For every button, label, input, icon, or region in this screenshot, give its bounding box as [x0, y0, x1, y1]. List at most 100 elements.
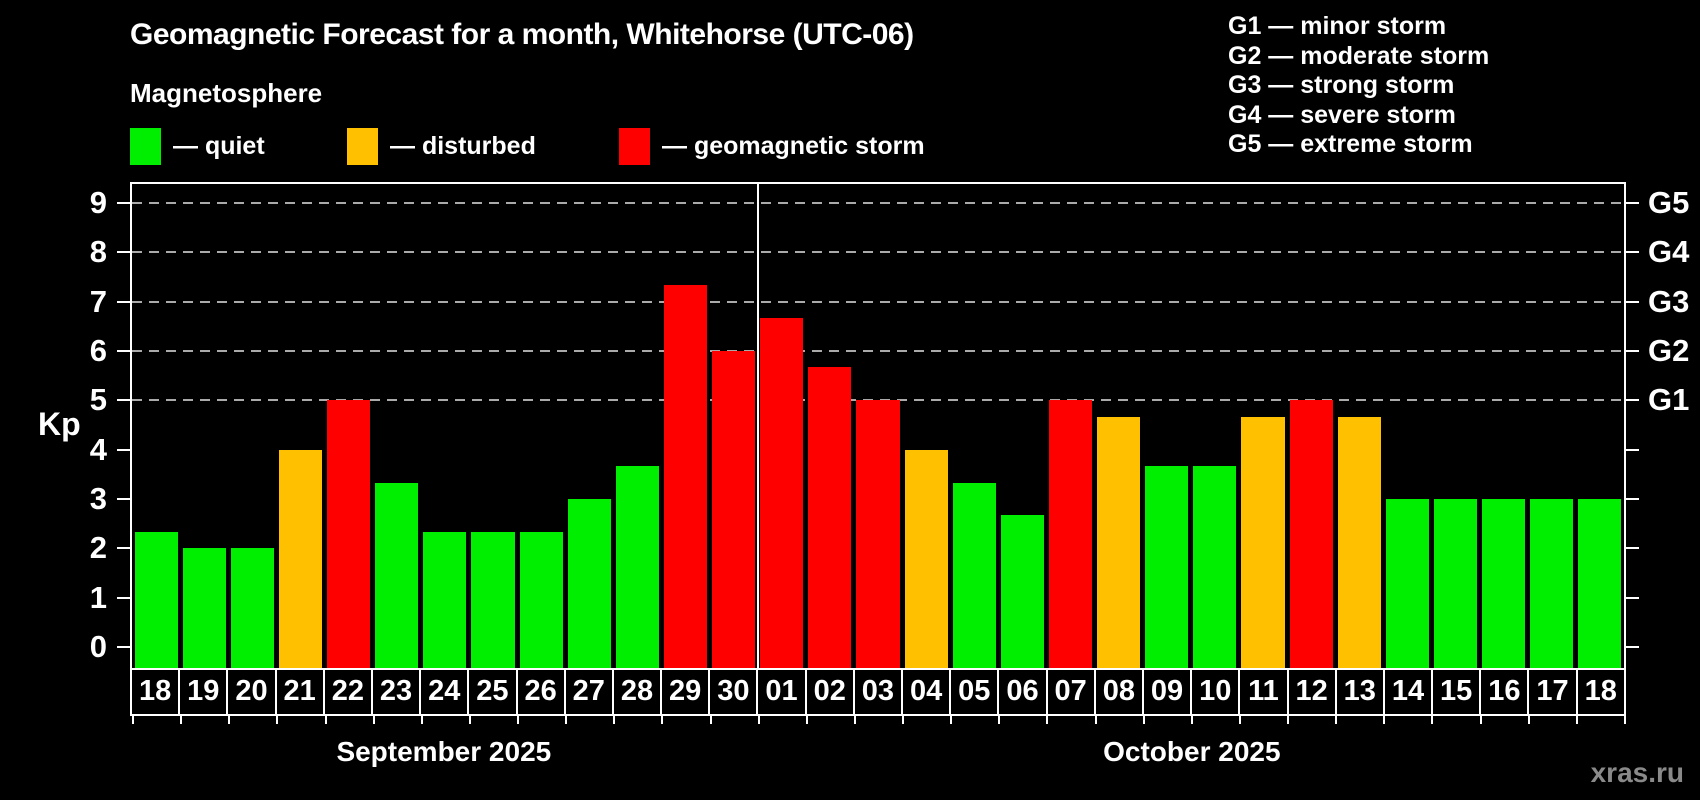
date-boundary-tick	[1431, 716, 1434, 724]
date-cell-oct-10: 10	[1190, 670, 1238, 714]
y-axis-tick-left	[117, 399, 130, 402]
date-cell-oct-04: 04	[901, 670, 949, 714]
y-axis-tick-left	[117, 596, 130, 599]
y-axis-tick-right	[1626, 547, 1639, 550]
date-cell-oct-01: 01	[756, 670, 804, 714]
y-axis-tick-left	[117, 300, 130, 303]
gridline-kp9	[132, 201, 1624, 204]
kp-bar-07	[1048, 400, 1093, 668]
date-cell-oct-06: 06	[997, 670, 1045, 714]
date-boundary-tick	[565, 716, 568, 724]
kp-bar-19	[182, 548, 226, 668]
legend-item-quiet: — quiet	[130, 126, 265, 166]
month-divider-line	[756, 184, 759, 668]
date-boundary-tick	[1142, 716, 1145, 724]
date-cell-oct-08: 08	[1093, 670, 1142, 714]
y-axis-title: Kp	[38, 406, 81, 442]
gridline-kp6	[132, 349, 1624, 352]
kp-bar-18	[1578, 498, 1622, 668]
legend-item-disturbed: — disturbed	[347, 126, 536, 166]
date-cell-sep-24: 24	[419, 670, 467, 714]
date-cell-oct-11: 11	[1238, 670, 1286, 714]
kp-bar-20	[230, 548, 274, 668]
date-cell-oct-16: 16	[1479, 670, 1527, 714]
kp-bar-24	[423, 532, 467, 668]
date-cell-oct-05: 05	[949, 670, 997, 714]
y-axis-tick-left	[117, 349, 130, 352]
kp-bar-16	[1482, 498, 1526, 668]
right-axis-label-g3: G3	[1648, 283, 1690, 319]
date-cell-oct-07: 07	[1045, 670, 1094, 714]
y-axis-label-6: 6	[89, 332, 107, 368]
date-boundary-tick	[324, 716, 327, 724]
kp-bar-10	[1193, 465, 1237, 668]
date-boundary-tick	[1575, 716, 1578, 724]
kp-bar-12	[1289, 400, 1333, 668]
month-label-september: September 2025	[336, 736, 552, 767]
kp-bar-13	[1337, 416, 1381, 668]
date-cell-oct-13: 13	[1334, 670, 1383, 714]
date-boundary-tick	[180, 716, 183, 724]
date-boundary-tick	[902, 716, 905, 724]
date-boundary-tick	[468, 716, 471, 724]
legend-item-storm: — geomagnetic storm	[619, 126, 925, 166]
kp-bar-09	[1145, 465, 1189, 668]
date-boundary-tick	[1527, 716, 1530, 724]
watermark: xras.ru	[1590, 757, 1684, 788]
date-boundary-tick	[372, 716, 375, 724]
date-cell-sep-28: 28	[611, 670, 660, 714]
date-boundary-tick	[1383, 716, 1386, 724]
y-axis-tick-left	[117, 251, 130, 254]
y-axis-label-7: 7	[89, 283, 107, 319]
y-axis-label-4: 4	[89, 431, 107, 467]
date-cell-oct-02: 02	[804, 670, 853, 714]
y-axis-tick-right	[1626, 497, 1639, 500]
kp-bar-15	[1433, 498, 1478, 668]
date-cell-sep-29: 29	[660, 670, 708, 714]
kp-bar-30	[712, 350, 756, 668]
date-cell-sep-27: 27	[563, 670, 612, 714]
kp-bar-18	[134, 532, 178, 668]
y-axis-tick-left	[117, 497, 130, 500]
date-cell-oct-17: 17	[1527, 670, 1575, 714]
date-boundary-tick	[228, 716, 231, 724]
y-axis-tick-right	[1626, 399, 1639, 402]
kp-bar-04	[904, 449, 948, 668]
y-axis-tick-left	[117, 448, 130, 451]
legend-item-label: — geomagnetic storm	[662, 131, 925, 160]
y-axis-label-8: 8	[89, 234, 107, 270]
date-cell-sep-22: 22	[322, 670, 371, 714]
y-axis-tick-right	[1626, 596, 1639, 599]
y-axis-tick-right	[1626, 251, 1639, 254]
y-axis-tick-right	[1626, 646, 1639, 648]
gridline-kp8	[132, 251, 1624, 254]
legend-item-label: — quiet	[173, 131, 265, 160]
date-boundary-tick	[805, 716, 808, 724]
disturbed-color-swatch	[347, 127, 378, 165]
g-legend-line-g1: G1 — minor storm	[1228, 12, 1447, 40]
kp-bar-08	[1097, 416, 1141, 668]
y-axis-tick-right	[1626, 448, 1639, 451]
date-boundary-tick	[998, 716, 1001, 724]
kp-bar-26	[519, 532, 563, 668]
right-axis-label-g5: G5	[1648, 184, 1690, 220]
right-axis-label-g4: G4	[1648, 234, 1690, 270]
date-boundary-tick	[613, 716, 616, 724]
date-cell-oct-14: 14	[1382, 670, 1431, 714]
date-boundary-tick	[1046, 716, 1049, 724]
kp-bar-02	[808, 367, 852, 668]
date-boundary-tick	[661, 716, 664, 724]
kp-bar-23	[375, 482, 419, 668]
y-axis-label-9: 9	[89, 184, 107, 220]
month-label-october: October 2025	[1103, 736, 1281, 767]
date-boundary-tick	[950, 716, 953, 724]
date-boundary-tick	[853, 716, 856, 724]
right-axis-label-g1: G1	[1648, 382, 1690, 418]
date-cell-oct-12: 12	[1286, 670, 1335, 714]
date-cell-sep-18: 18	[138, 675, 172, 707]
date-cell-sep-19: 19	[178, 670, 226, 714]
date-cell-oct-03: 03	[852, 670, 901, 714]
legend-item-label: — disturbed	[390, 131, 536, 160]
date-boundary-tick	[1190, 716, 1193, 724]
y-axis-tick-right	[1626, 300, 1639, 303]
